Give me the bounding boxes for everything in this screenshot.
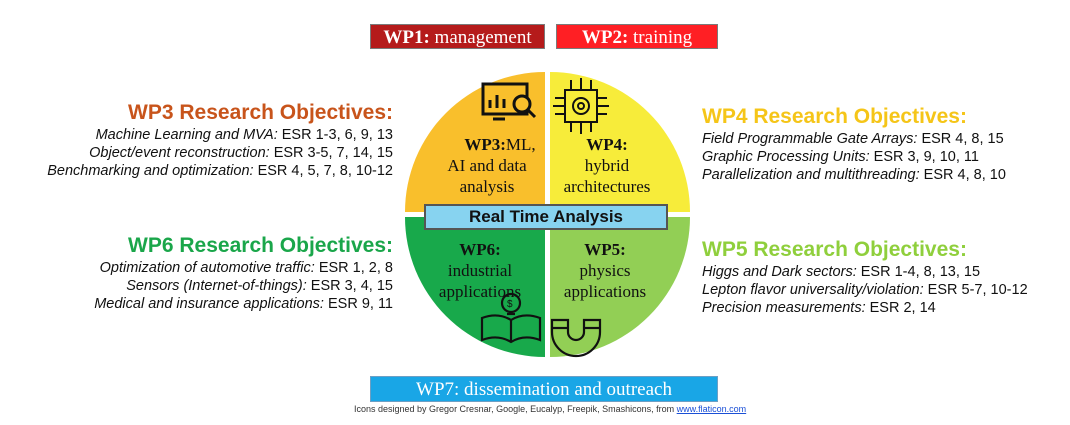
wp5-objective-2: Lepton flavor universality/violation: ES… bbox=[702, 282, 1028, 298]
wp4-label-line3: architectures bbox=[564, 177, 651, 196]
wp5-objectives-heading: WP5 Research Objectives: bbox=[702, 238, 967, 261]
wp3-label-line3: analysis bbox=[460, 177, 515, 196]
wp1-box: WP1: management bbox=[370, 24, 545, 49]
wp5-objective-3: Precision measurements: ESR 2, 14 bbox=[702, 300, 936, 316]
wp5-objective-1: Higgs and Dark sectors: ESR 1-4, 8, 13, … bbox=[702, 264, 981, 280]
wp4-objective-1: Field Programmable Gate Arrays: ESR 4, 8… bbox=[702, 131, 1004, 147]
svg-text:$: $ bbox=[507, 299, 513, 310]
wp4-label-line1: WP4: bbox=[586, 135, 628, 154]
wp5-objectives: WP5 Research Objectives: Higgs and Dark … bbox=[702, 237, 1028, 317]
wp3-label-line1: WP3:ML, bbox=[464, 135, 535, 154]
wp2-box: WP2: training bbox=[556, 24, 718, 49]
wp3-objectives: WP3 Research Objectives: Machine Learnin… bbox=[47, 100, 393, 180]
center-label-real-time-analysis: Real Time Analysis bbox=[424, 204, 668, 230]
wp3-quadrant bbox=[405, 72, 545, 212]
wp6-objective-3: Medical and insurance applications: ESR … bbox=[94, 296, 393, 312]
wp6-objectives-heading: WP6 Research Objectives: bbox=[128, 234, 393, 257]
magnet-icon bbox=[550, 318, 602, 358]
icon-credits: Icons designed by Gregor Cresnar, Google… bbox=[354, 404, 747, 414]
wp4-label-line2: hybrid bbox=[585, 156, 630, 175]
wp5-label-line1: WP5: bbox=[584, 240, 626, 259]
wp4-objectives-heading: WP4 Research Objectives: bbox=[702, 105, 967, 128]
wp6-objectives: WP6 Research Objectives: Optimization of… bbox=[94, 233, 393, 313]
flaticon-link[interactable]: www.flaticon.com bbox=[676, 404, 747, 414]
wp3-objective-1: Machine Learning and MVA: ESR 1-3, 6, 9,… bbox=[95, 127, 393, 143]
wp4-objective-2: Graphic Processing Units: ESR 3, 9, 10, … bbox=[702, 149, 979, 165]
wp5-label-line3: applications bbox=[564, 282, 646, 301]
wp6-label-line3: applications bbox=[439, 282, 521, 301]
book-idea-icon: $ bbox=[480, 292, 542, 344]
wp6-label-line1: WP6: bbox=[459, 240, 501, 259]
wp4-objective-3: Parallelization and multithreading: ESR … bbox=[702, 167, 1006, 183]
wp7-box: WP7: dissemination and outreach bbox=[370, 376, 718, 402]
analytics-monitor-icon bbox=[481, 82, 537, 121]
wp3-objective-3: Benchmarking and optimization: ESR 4, 5,… bbox=[47, 163, 393, 179]
wp4-objectives: WP4 Research Objectives: Field Programma… bbox=[702, 104, 1006, 184]
wp6-objective-2: Sensors (Internet-of-things): ESR 3, 4, … bbox=[126, 278, 393, 294]
chip-icon bbox=[553, 78, 609, 134]
wp3-label-line2: AI and data bbox=[447, 156, 527, 175]
wp6-label-line2: industrial bbox=[448, 261, 512, 280]
wp5-label-line2: physics bbox=[580, 261, 631, 280]
wp3-objectives-heading: WP3 Research Objectives: bbox=[128, 101, 393, 124]
wp6-objective-1: Optimization of automotive traffic: ESR … bbox=[99, 260, 393, 276]
wp4-quadrant bbox=[550, 72, 690, 212]
wp3-objective-2: Object/event reconstruction: ESR 3-5, 7,… bbox=[89, 145, 393, 161]
